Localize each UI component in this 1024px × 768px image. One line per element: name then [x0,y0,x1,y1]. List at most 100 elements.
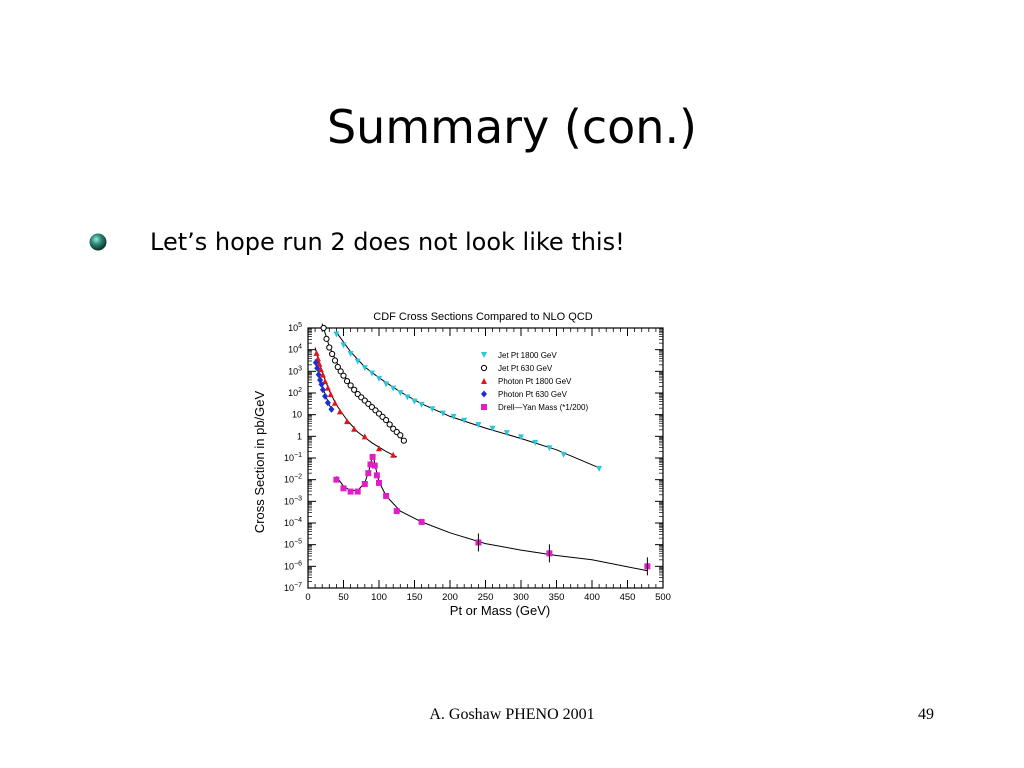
x-tick-label: 400 [584,592,600,603]
data-point [376,375,382,382]
data-point [390,385,397,392]
data-point [393,508,400,515]
x-tick-label: 200 [442,592,458,603]
y-axis-label: Cross Section in pb/GeV [252,391,267,534]
data-point [361,481,368,487]
y-tick-label: 102 [288,387,302,398]
data-point [489,425,496,432]
data-point [319,386,326,394]
legend-label: Photon Pt 630 GeV [498,390,568,399]
data-point [328,405,335,413]
y-tick-label: 10−2 [284,474,302,485]
data-point [560,451,567,458]
data-point [312,359,319,367]
x-tick-label: 350 [549,592,565,603]
data-point [361,365,368,372]
data-point [323,335,330,342]
data-point [354,358,361,365]
data-point [322,378,329,385]
y-tick-label: 1 [297,431,302,441]
y-tick-label: 10−1 [284,452,302,463]
page-number: 49 [918,706,934,723]
data-point [450,413,457,420]
y-tick-label: 103 [288,365,302,376]
data-point [596,465,603,472]
legend-marker [481,404,487,410]
data-point [383,416,390,424]
data-point [400,437,407,444]
theory-curve [335,454,648,572]
x-tick-label: 250 [478,592,494,603]
x-tick-label: 50 [338,592,349,603]
legend-label: Jet Pt 1800 GeV [498,351,557,360]
data-point [319,371,326,378]
data-point [503,430,510,437]
y-tick-label: 10−6 [284,560,302,571]
y-tick-label: 104 [288,344,302,355]
legend-label: Drell—Yan Mass (*1/200) [498,403,588,412]
x-tick-label: 300 [513,592,529,603]
footer-text: A. Goshaw PHENO 2001 [429,706,595,723]
data-point [532,439,539,446]
data-point [397,390,404,396]
y-tick-label: 105 [288,322,302,333]
slide-title: Summary (con.) [326,100,698,154]
data-point [326,344,333,351]
data-point [340,485,347,492]
data-point [344,418,351,425]
data-point [347,382,354,389]
data-point [518,434,524,441]
data-point [429,406,436,413]
data-point [347,351,354,357]
data-point [368,370,375,377]
chart-svg: CDF Cross Sections Compared to NLO QCD 0… [252,311,671,618]
legend-marker [481,390,487,398]
legend-marker [480,364,488,372]
data-point [418,401,425,408]
y-tick-label: 10−4 [284,517,302,528]
x-tick-label: 500 [655,592,671,603]
data-point [371,462,378,469]
data-point [336,408,343,415]
x-tick-label: 0 [305,592,310,603]
data-point [461,417,468,424]
data-point [334,363,341,371]
data-point [331,357,339,364]
data-point [361,433,368,440]
data-point [343,377,351,385]
data-point [324,399,331,407]
data-point [376,445,382,452]
data-point [475,422,482,429]
data-point [386,421,393,428]
data-point [546,445,553,452]
data-point [373,472,380,479]
theory-curve [335,332,600,469]
data-point [331,399,338,406]
data-point [317,376,324,384]
data-point [404,394,411,401]
data-point [320,324,327,332]
data-point [411,398,418,405]
data-point [333,331,340,338]
data-point [324,384,331,391]
data-point [390,451,397,458]
y-tick-label: 10 [292,410,302,420]
data-point [340,342,347,349]
x-tick-label: 150 [407,592,423,603]
data-point [397,432,404,439]
y-tick-label: 10−3 [284,495,302,506]
data-point [329,350,336,358]
data-point [317,366,324,373]
data-point [383,492,390,499]
bullet-item: Let’s hope run 2 does not look like this… [88,228,625,256]
data-point [327,391,334,398]
data-point [318,380,325,388]
data-point [376,479,382,486]
y-tick-label: 10−7 [284,582,302,593]
data-point [418,518,425,525]
data-point [316,360,323,367]
cross-section-chart: CDF Cross Sections Compared to NLO QCD 0… [240,300,690,630]
x-axis-label: Pt or Mass (GeV) [450,603,550,618]
data-point [315,371,322,379]
chart-title: CDF Cross Sections Compared to NLO QCD [373,311,593,323]
